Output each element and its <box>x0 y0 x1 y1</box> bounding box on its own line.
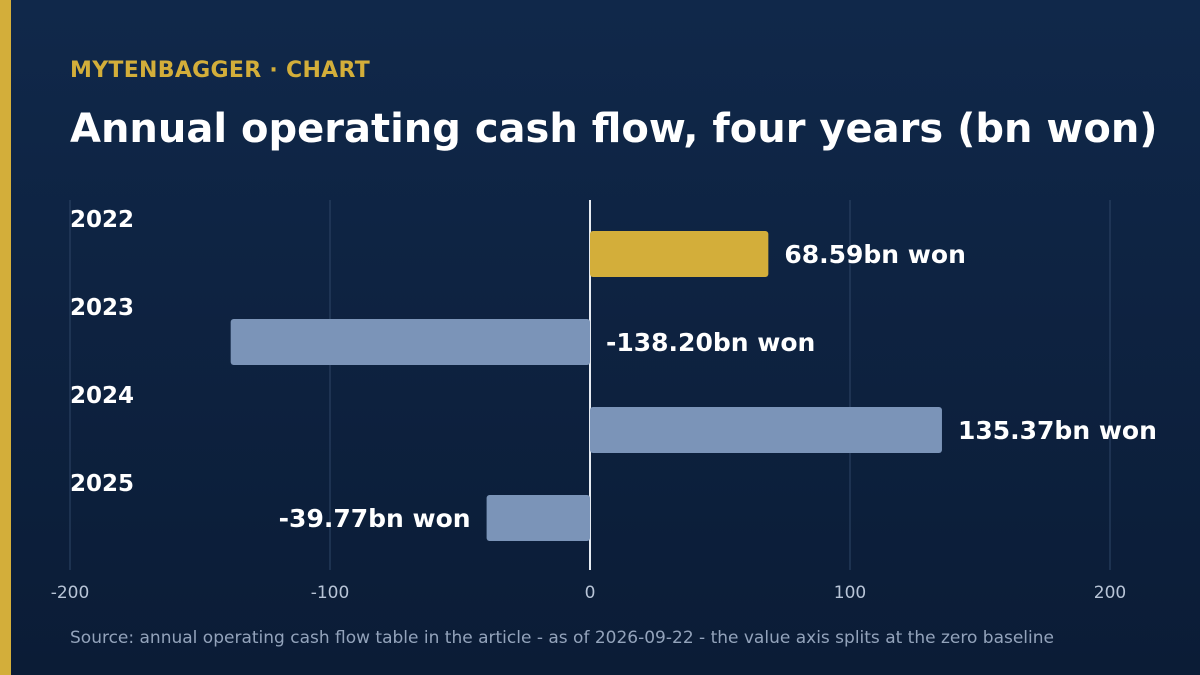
data-label: 68.59bn won <box>784 240 966 269</box>
category-label: 2024 <box>70 383 134 409</box>
bar <box>230 319 590 365</box>
x-tick-label: 100 <box>834 583 866 603</box>
bars <box>230 231 942 541</box>
chart-title: Annual operating cash flow, four years (… <box>70 106 1158 152</box>
x-tick-label: -100 <box>311 583 350 603</box>
bar <box>590 231 769 277</box>
data-label: -39.77bn won <box>279 504 471 533</box>
category-label: 2023 <box>70 295 134 321</box>
source-note: Source: annual operating cash flow table… <box>70 628 1054 648</box>
bar <box>590 407 942 453</box>
accent-stripe <box>0 0 11 675</box>
data-label: -138.20bn won <box>606 328 815 357</box>
data-label: 135.37bn won <box>958 416 1157 445</box>
category-label: 2022 <box>70 207 134 233</box>
x-tick-label: 0 <box>585 583 596 603</box>
chart-kicker: MYTENBAGGER · CHART <box>70 58 371 83</box>
chart-text: -200 -100 0 100 200 2022 68.59bn won 2023 -138.2… <box>51 207 1157 603</box>
x-tick-label: 200 <box>1094 583 1126 603</box>
category-label: 2025 <box>70 471 134 497</box>
x-tick-label: -200 <box>51 583 90 603</box>
bar <box>486 495 590 541</box>
